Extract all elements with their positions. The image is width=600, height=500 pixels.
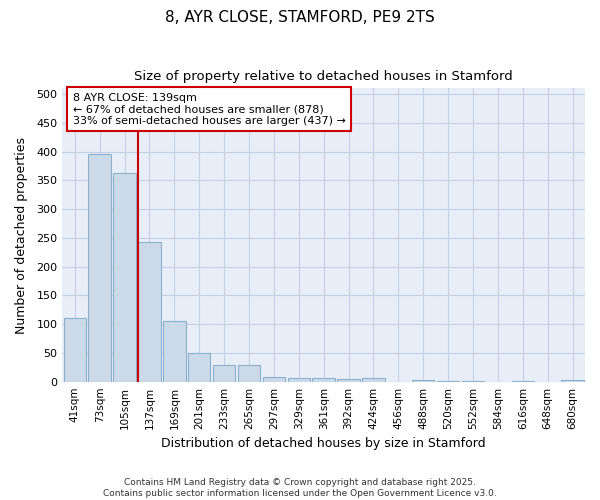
Bar: [437, 381, 460, 382]
Text: 8 AYR CLOSE: 139sqm
← 67% of detached houses are smaller (878)
33% of semi-detac: 8 AYR CLOSE: 139sqm ← 67% of detached ho…: [73, 92, 346, 126]
Bar: [287, 378, 310, 382]
Bar: [462, 381, 484, 382]
Bar: [263, 377, 285, 382]
Bar: [188, 353, 211, 382]
Bar: [163, 322, 185, 382]
X-axis label: Distribution of detached houses by size in Stamford: Distribution of detached houses by size …: [161, 437, 486, 450]
Bar: [362, 378, 385, 382]
Bar: [337, 379, 360, 382]
Bar: [412, 380, 434, 382]
Bar: [313, 378, 335, 382]
Text: Contains HM Land Registry data © Crown copyright and database right 2025.
Contai: Contains HM Land Registry data © Crown c…: [103, 478, 497, 498]
Y-axis label: Number of detached properties: Number of detached properties: [15, 136, 28, 334]
Bar: [238, 365, 260, 382]
Bar: [512, 380, 534, 382]
Text: 8, AYR CLOSE, STAMFORD, PE9 2TS: 8, AYR CLOSE, STAMFORD, PE9 2TS: [165, 10, 435, 25]
Bar: [113, 174, 136, 382]
Bar: [562, 380, 584, 382]
Bar: [88, 154, 111, 382]
Title: Size of property relative to detached houses in Stamford: Size of property relative to detached ho…: [134, 70, 513, 83]
Bar: [64, 318, 86, 382]
Bar: [138, 242, 161, 382]
Bar: [213, 365, 235, 382]
